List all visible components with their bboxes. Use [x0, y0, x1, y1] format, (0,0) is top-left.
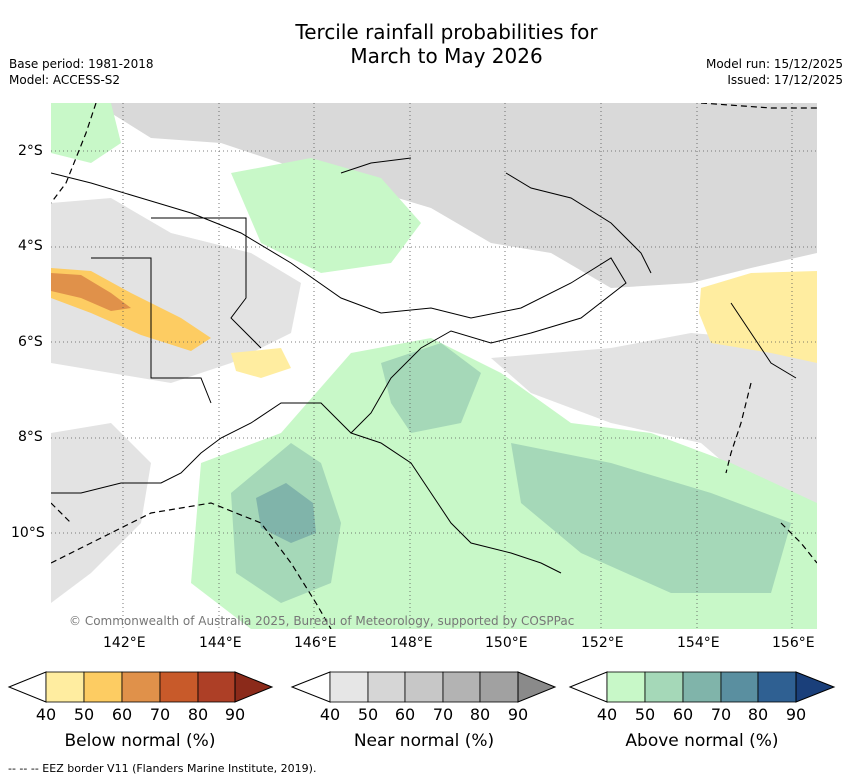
eez-borders — [51, 103, 817, 629]
cb-tick: 60 — [111, 705, 133, 724]
cb-label-below: Below normal (%) — [64, 731, 216, 751]
rainfall-map: © Commonwealth of Australia 2025, Bureau… — [51, 103, 817, 629]
cb-tick: 80 — [747, 705, 769, 724]
lat-label: 8°S — [18, 429, 43, 445]
cb-tick: 70 — [432, 705, 454, 724]
colorbars — [7, 671, 836, 703]
cb-near-seg — [329, 671, 369, 703]
cb-above-seg — [682, 671, 722, 703]
below-normal-region-east — [699, 271, 817, 363]
colorbar-near-normal — [290, 671, 557, 703]
cb-tick: 40 — [35, 705, 57, 724]
cb-below-seg — [197, 671, 236, 703]
lon-label: 154°E — [677, 635, 720, 651]
cb-above-max-arrow — [795, 671, 836, 703]
below-normal-region-center — [231, 348, 291, 378]
cb-tick: 80 — [187, 705, 209, 724]
above-normal-region-east-dark — [511, 443, 791, 593]
cb-tick: 60 — [672, 705, 694, 724]
cb-below-seg — [159, 671, 199, 703]
lat-label: 4°S — [18, 238, 43, 254]
cb-below-seg — [121, 671, 161, 703]
cb-near-seg — [479, 671, 519, 703]
colorbar-above-normal — [568, 671, 836, 703]
lon-label: 144°E — [199, 635, 242, 651]
borders — [91, 217, 262, 404]
cb-above-seg — [757, 671, 797, 703]
cb-tick: 90 — [785, 705, 807, 724]
cb-tick: 80 — [469, 705, 491, 724]
near-normal-region-east — [491, 333, 817, 523]
lon-label: 152°E — [581, 635, 624, 651]
cb-tick: 50 — [73, 705, 95, 724]
coastlines — [51, 157, 797, 574]
lon-label: 156°E — [772, 635, 815, 651]
cb-near-seg — [442, 671, 481, 703]
cb-tick: 40 — [319, 705, 341, 724]
issued-date: Issued: 17/12/2025 — [727, 73, 843, 87]
eez-footer: -- -- -- EEZ border V11 (Flanders Marine… — [8, 762, 317, 775]
near-normal-region-south-west — [51, 423, 151, 603]
cb-below-min-arrow — [7, 671, 47, 703]
cb-tick: 40 — [596, 705, 618, 724]
lon-label: 150°E — [485, 635, 528, 651]
cb-above-seg — [720, 671, 759, 703]
cb-below-max-arrow — [234, 671, 274, 703]
cb-below-seg — [83, 671, 123, 703]
cb-tick: 90 — [507, 705, 529, 724]
above-normal-region-center-north — [231, 158, 421, 273]
above-normal-region-center-dark — [381, 343, 481, 433]
map-title-line1: Tercile rainfall probabilities for — [295, 20, 598, 44]
cb-near-max-arrow — [517, 671, 557, 703]
lat-label: 2°S — [18, 143, 43, 159]
cb-above-seg — [606, 671, 646, 703]
cb-tick: 70 — [149, 705, 171, 724]
cb-tick: 60 — [394, 705, 416, 724]
base-period: Base period: 1981-2018 — [9, 57, 154, 71]
cb-above-min-arrow — [568, 671, 608, 703]
cb-above-seg — [644, 671, 684, 703]
lat-label: 6°S — [18, 334, 43, 350]
lat-label: 10°S — [11, 525, 45, 541]
lon-label: 148°E — [390, 635, 433, 651]
map-title-line2: March to May 2026 — [350, 44, 543, 68]
cb-tick: 70 — [710, 705, 732, 724]
model-run: Model run: 15/12/2025 — [705, 57, 843, 71]
cb-tick: 50 — [634, 705, 656, 724]
cb-tick: 50 — [357, 705, 379, 724]
copyright-text: © Commonwealth of Australia 2025, Bureau… — [69, 614, 574, 628]
cb-below-seg — [45, 671, 85, 703]
cb-near-min-arrow — [290, 671, 331, 703]
cb-near-seg — [367, 671, 406, 703]
near-normal-region-north — [51, 103, 817, 288]
above-normal-region-deep — [256, 483, 316, 543]
cb-label-above: Above normal (%) — [625, 731, 779, 751]
cb-label-near: Near normal (%) — [353, 731, 495, 751]
below-normal-region-west-dark — [51, 273, 131, 311]
near-normal-region-west — [51, 198, 301, 383]
cb-tick: 90 — [224, 705, 246, 724]
cb-near-seg — [404, 671, 444, 703]
lon-label: 146°E — [294, 635, 337, 651]
colorbar-below-normal — [7, 671, 274, 703]
model-name: Model: ACCESS-S2 — [9, 73, 121, 87]
lon-label: 142°E — [103, 635, 146, 651]
